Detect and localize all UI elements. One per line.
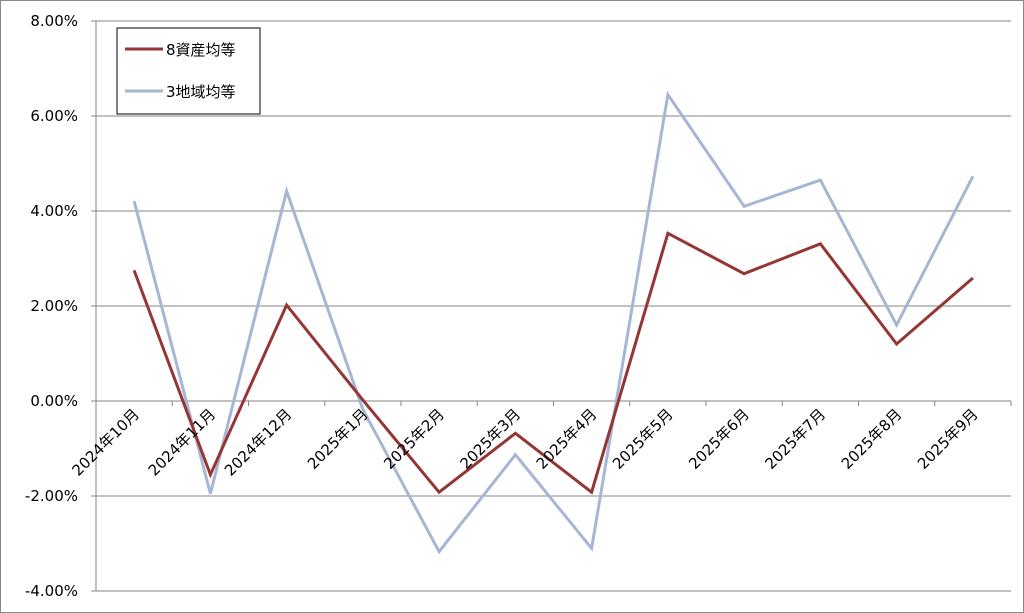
series-lines	[132, 90, 975, 555]
legend-label: 3地域均等	[166, 83, 236, 101]
y-tick-label: 0.00%	[30, 392, 78, 410]
y-tick-label: 4.00%	[30, 202, 78, 220]
x-tick-label: 2025年7月	[762, 405, 830, 473]
y-tick-label: -4.00%	[25, 582, 78, 600]
x-tick-label: 2025年5月	[609, 405, 677, 473]
y-tick-label: 6.00%	[30, 107, 78, 125]
x-tick-label: 2025年4月	[533, 405, 601, 473]
x-tick-label: 2025年6月	[685, 405, 753, 473]
legend-label: 8資産均等	[166, 41, 236, 59]
y-tick-label: 8.00%	[30, 12, 78, 30]
x-tick-label: 2025年9月	[914, 405, 982, 473]
series-line	[132, 90, 975, 555]
y-tick-label: -2.00%	[25, 487, 78, 505]
x-tick-label: 2024年10月	[69, 405, 143, 479]
x-tick-label: 2025年1月	[304, 405, 372, 473]
x-tick-label: 2024年12月	[221, 405, 295, 479]
legend: 8資産均等 3地域均等	[116, 27, 261, 115]
axes	[91, 20, 1012, 592]
y-tick-labels: -4.00% -2.00% 0.00% 2.00% 4.00% 6.00% 8.00%	[25, 12, 78, 600]
x-tick-label: 2025年3月	[457, 405, 525, 473]
series-line	[132, 231, 974, 495]
y-tick-label: 2.00%	[30, 297, 78, 315]
legend-box	[116, 27, 261, 115]
x-tick-label: 2025年8月	[838, 405, 906, 473]
